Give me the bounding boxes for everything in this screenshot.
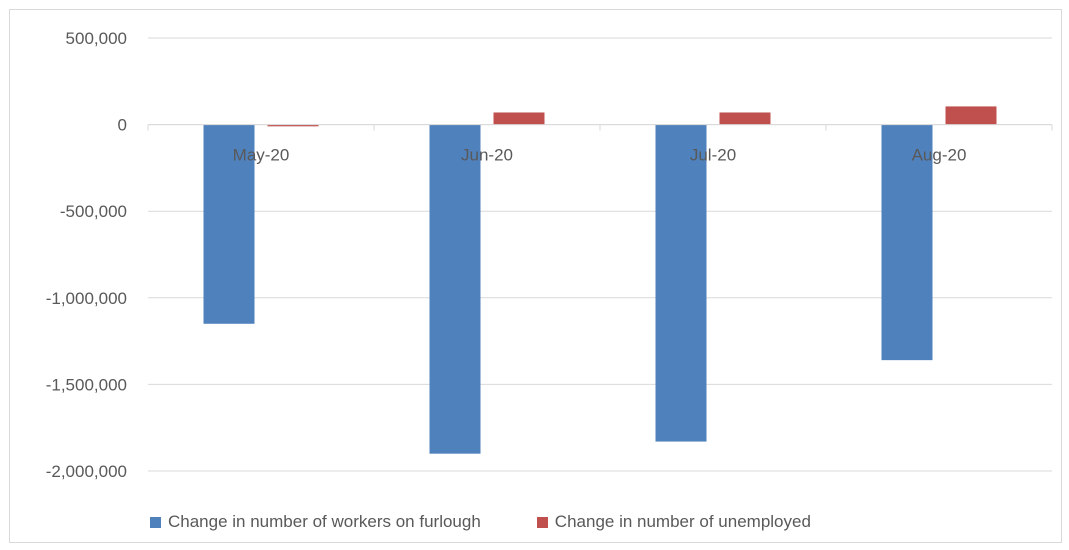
x-tick-label: May-20 (233, 146, 290, 165)
bar-unemployed (493, 112, 545, 125)
legend-label: Change in number of workers on furlough (168, 512, 481, 531)
y-tick-label: -1,500,000 (46, 375, 127, 394)
bar-furlough (429, 124, 481, 454)
y-tick-label: -500,000 (60, 202, 127, 221)
legend-swatch (150, 516, 161, 528)
bar-unemployed (945, 106, 997, 125)
y-tick-label: 0 (118, 116, 127, 135)
legend-item: Change in number of workers on furlough (150, 512, 481, 532)
legend: Change in number of workers on furlough C… (150, 510, 867, 534)
bar-furlough (881, 124, 933, 361)
legend-item: Change in number of unemployed (536, 512, 811, 532)
y-tick-label: -1,000,000 (46, 289, 127, 308)
bar-unemployed (267, 124, 319, 127)
x-tick-label: Aug-20 (912, 146, 967, 165)
x-tick-label: Jul-20 (690, 146, 736, 165)
bars (203, 106, 997, 454)
legend-swatch (536, 516, 548, 528)
bar-furlough (655, 124, 707, 442)
bar-furlough (203, 124, 255, 324)
y-tick-label: 500,000 (66, 29, 127, 48)
y-tick-label: -2,000,000 (46, 462, 127, 481)
axes: 500,000 0 -500,000 -1,000,000 -1,500,000 -2,0… (46, 29, 1053, 481)
legend-label: Change in number of unemployed (554, 512, 811, 531)
x-tick-label: Jun-20 (461, 146, 513, 165)
bar-unemployed (719, 112, 771, 125)
